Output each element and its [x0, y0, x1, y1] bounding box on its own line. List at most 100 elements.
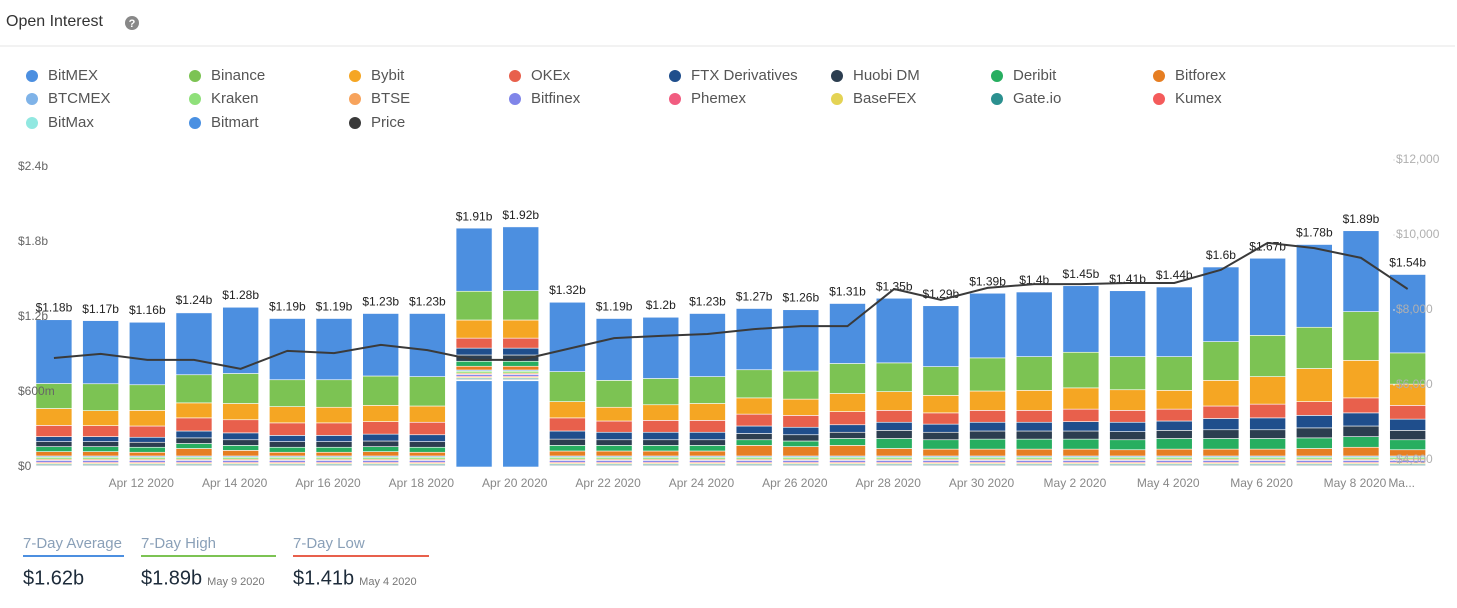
bar-segment — [970, 431, 1006, 439]
bar-segment — [1110, 450, 1146, 456]
legend-item[interactable]: Phemex — [669, 90, 747, 107]
bar-segment — [970, 293, 1006, 358]
bar-segment — [129, 426, 165, 437]
bar-segment — [783, 399, 819, 415]
bar-segment — [36, 425, 72, 436]
bar-segment — [1063, 439, 1099, 449]
bar-segment — [1390, 419, 1426, 430]
bar-segment — [36, 409, 72, 426]
bar-segment — [83, 321, 119, 384]
legend-item[interactable]: BTSE — [349, 90, 410, 107]
y2-tick-label: $8,000 — [1396, 302, 1433, 316]
bar-segment — [970, 422, 1006, 431]
bar-segment — [269, 447, 305, 452]
bar-segment — [1203, 406, 1239, 419]
legend-swatch — [26, 70, 38, 82]
legend-label: OKEx — [531, 67, 571, 84]
legend-item[interactable]: OKEx — [509, 67, 571, 84]
y2-tick-label: $4,000 — [1396, 452, 1433, 466]
bar-segment — [1343, 447, 1379, 456]
bar-segment — [923, 306, 959, 367]
bar-segment — [176, 375, 212, 403]
x-tick-label: Apr 30 2020 — [949, 476, 1015, 490]
bar-segment — [923, 424, 959, 432]
total-label: $1.32b — [549, 283, 586, 297]
bar-segment — [409, 442, 445, 448]
legend-item[interactable]: Bitmart — [189, 114, 259, 131]
x-tick-label: Apr 14 2020 — [202, 476, 268, 490]
legend-item[interactable]: Binance — [189, 67, 265, 84]
help-icon[interactable]: ? — [125, 16, 139, 30]
total-label: $1.78b — [1296, 226, 1333, 240]
bar-segment — [1016, 410, 1052, 422]
legend-swatch — [831, 93, 843, 105]
bar-segment — [596, 380, 632, 407]
bar-segment — [596, 440, 632, 446]
stat-date: May 9 2020 — [207, 576, 264, 588]
legend-item[interactable]: Huobi DM — [831, 67, 920, 84]
bar-segment — [1110, 422, 1146, 431]
total-label: $1.23b — [409, 294, 446, 308]
bar-segment — [269, 423, 305, 436]
legend-label: Phemex — [691, 90, 747, 107]
bar-segment — [176, 431, 212, 438]
legend-item[interactable]: BitMEX — [26, 67, 98, 84]
legend-swatch — [1153, 70, 1165, 82]
bar-segment — [176, 418, 212, 431]
bar-segment — [83, 411, 119, 426]
stat-label: 7-Day Low — [293, 535, 365, 552]
stat-date: May 4 2020 — [359, 576, 416, 588]
total-label: $1.19b — [596, 299, 633, 313]
bar-segment — [83, 447, 119, 452]
bar-segment — [1063, 449, 1099, 456]
bar-segment — [923, 432, 959, 440]
legend-item[interactable]: Bitforex — [1153, 67, 1226, 84]
y-tick-label: $2.4b — [18, 159, 48, 173]
legend-item[interactable]: Bybit — [349, 67, 405, 84]
bar-segment — [1156, 409, 1192, 421]
x-tick-label: Apr 22 2020 — [575, 476, 641, 490]
bar-segment — [596, 407, 632, 421]
legend-swatch — [509, 70, 521, 82]
bar-segment — [223, 450, 259, 456]
bar-segment — [970, 449, 1006, 456]
bar-segment — [596, 445, 632, 451]
legend-item[interactable]: Kraken — [189, 90, 259, 107]
legend-swatch — [669, 70, 681, 82]
legend-item[interactable]: Bitfinex — [509, 90, 581, 107]
bar-segment — [783, 371, 819, 399]
legend-item[interactable]: BTCMEX — [26, 90, 111, 107]
bar-segment — [830, 445, 866, 456]
bar-segment — [549, 451, 585, 456]
bar-segment — [1016, 449, 1052, 456]
bar-segment — [970, 439, 1006, 449]
legend-item[interactable]: BaseFEX — [831, 90, 916, 107]
legend-item[interactable]: Price — [349, 114, 405, 131]
bar-segment — [830, 394, 866, 412]
legend-item[interactable]: Kumex — [1153, 90, 1222, 107]
bar-segment — [549, 439, 585, 445]
bar-segment — [456, 361, 492, 366]
legend-item[interactable]: Deribit — [991, 67, 1057, 84]
bar-segment — [830, 412, 866, 425]
y-tick-label: $1.8b — [18, 234, 48, 248]
bar-segment — [316, 442, 352, 448]
legend-item[interactable]: Gate.io — [991, 90, 1061, 107]
legend-swatch — [669, 93, 681, 105]
bar-segment — [689, 445, 725, 451]
bar-segment — [409, 447, 445, 452]
legend-item[interactable]: FTX Derivatives — [669, 67, 798, 84]
legend-label: Deribit — [1013, 67, 1057, 84]
bar-segment — [1063, 388, 1099, 409]
bar-segment — [316, 447, 352, 452]
bar-segment — [830, 425, 866, 433]
bar-segment — [783, 415, 819, 427]
bar-segment — [1063, 409, 1099, 422]
bar-segment — [83, 426, 119, 437]
bar-segment — [176, 438, 212, 444]
bar-segment — [83, 437, 119, 442]
bar-segment — [316, 423, 352, 436]
bar-segment — [783, 310, 819, 371]
legend-item[interactable]: BitMax — [26, 114, 94, 131]
